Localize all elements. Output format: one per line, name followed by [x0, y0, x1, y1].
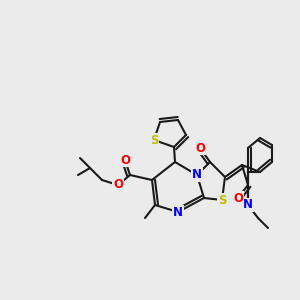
Text: O: O: [113, 178, 123, 191]
Text: N: N: [173, 206, 183, 218]
Text: S: S: [218, 194, 226, 206]
Text: S: S: [150, 134, 158, 146]
Text: O: O: [195, 142, 205, 154]
Text: O: O: [120, 154, 130, 166]
Text: O: O: [233, 191, 243, 205]
Text: N: N: [243, 199, 253, 212]
Text: N: N: [192, 169, 202, 182]
